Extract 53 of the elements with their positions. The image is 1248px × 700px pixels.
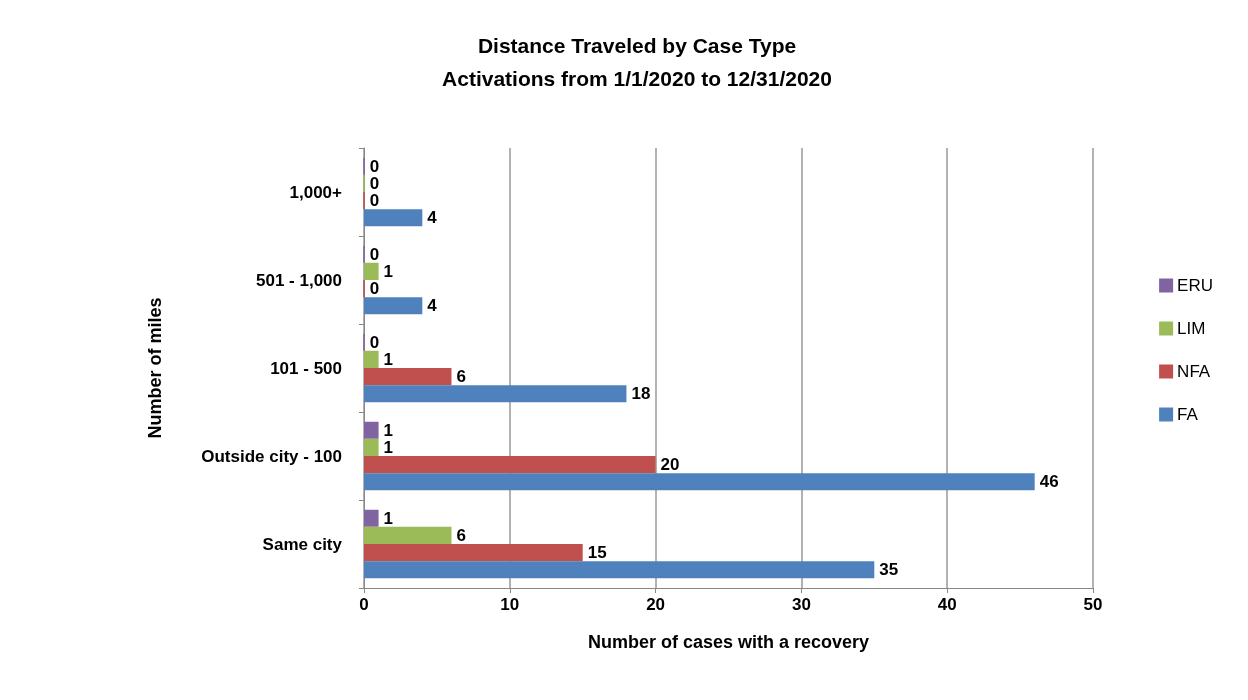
legend-label: LIM bbox=[1177, 319, 1206, 338]
data-label: 35 bbox=[879, 560, 899, 580]
x-tick-label: 10 bbox=[500, 595, 520, 614]
data-label: 1 bbox=[383, 508, 394, 528]
y-tick-label: Same city bbox=[262, 534, 343, 554]
bar bbox=[364, 526, 452, 544]
bar bbox=[364, 544, 583, 562]
legend-label: ERU bbox=[1177, 276, 1214, 295]
data-label: 4 bbox=[427, 208, 438, 228]
bar bbox=[364, 297, 423, 315]
data-label: 1 bbox=[383, 349, 394, 369]
data-label: 0 bbox=[369, 244, 380, 264]
y-tick-label: 501 - 1,000 bbox=[255, 270, 342, 290]
bar bbox=[364, 368, 452, 386]
x-axis-title: Number of cases with a recovery bbox=[587, 632, 870, 652]
data-label: 18 bbox=[631, 384, 651, 404]
y-axis-title: Number of miles bbox=[145, 297, 165, 439]
data-label: 4 bbox=[427, 296, 438, 316]
x-tick-label: 40 bbox=[937, 595, 957, 614]
data-label: 1 bbox=[383, 261, 394, 281]
data-label: 0 bbox=[369, 156, 380, 176]
bar bbox=[364, 509, 379, 527]
data-label: 1 bbox=[383, 420, 394, 440]
data-label: 0 bbox=[369, 191, 380, 211]
data-label: 6 bbox=[456, 525, 466, 545]
y-tick-label: 1,000+ bbox=[289, 182, 343, 202]
data-label: 0 bbox=[369, 332, 380, 352]
chart-title: Distance Traveled by Case Type bbox=[477, 34, 797, 57]
x-tick-label: 30 bbox=[791, 595, 811, 614]
bar bbox=[364, 350, 379, 368]
bar bbox=[364, 421, 379, 439]
data-label: 46 bbox=[1039, 472, 1059, 492]
y-tick-label: Outside city - 100 bbox=[201, 446, 342, 466]
bar bbox=[364, 209, 423, 227]
data-label: 0 bbox=[369, 279, 380, 299]
bar bbox=[364, 473, 1035, 491]
x-tick-label: 20 bbox=[646, 595, 666, 614]
bar bbox=[364, 262, 379, 280]
chart-subtitle: Activations from 1/1/2020 to 12/31/2020 bbox=[442, 67, 832, 90]
bar bbox=[364, 561, 875, 579]
data-label: 20 bbox=[660, 455, 680, 475]
legend-label: NFA bbox=[1177, 362, 1211, 381]
bar bbox=[364, 385, 627, 403]
bar bbox=[364, 456, 656, 474]
y-tick-label: 101 - 500 bbox=[270, 358, 342, 378]
data-label: 6 bbox=[456, 367, 466, 387]
data-label: 15 bbox=[587, 543, 607, 563]
x-tick-label: 0 bbox=[359, 595, 369, 614]
legend-label: FA bbox=[1177, 405, 1199, 424]
bar bbox=[364, 438, 379, 456]
x-tick-label: 50 bbox=[1083, 595, 1103, 614]
data-label: 1 bbox=[383, 437, 394, 457]
data-label: 0 bbox=[369, 173, 380, 193]
